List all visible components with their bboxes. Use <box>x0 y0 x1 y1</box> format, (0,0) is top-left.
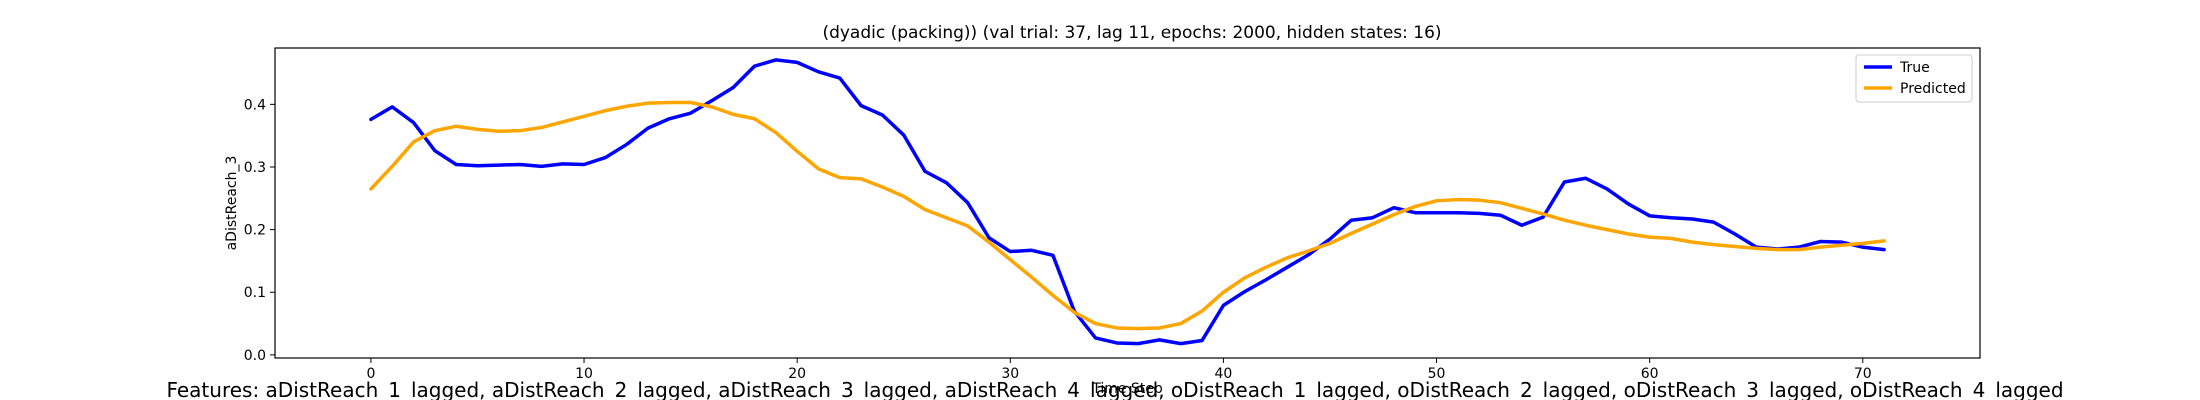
x-tick-label: 60 <box>1641 366 1659 382</box>
x-tick-label: 70 <box>1854 366 1872 382</box>
chart-title: (dyadic (packing)) (val trial: 37, lag 1… <box>822 23 1441 43</box>
x-tick-label: 40 <box>1214 366 1232 382</box>
y-axis-label: aDistReach_3 <box>224 156 240 251</box>
y-tick-label: 0.3 <box>244 160 266 176</box>
x-tick-label: 50 <box>1428 366 1446 382</box>
plot-frame <box>274 47 1981 359</box>
y-axis-ticks: 0.0 0.1 0.2 0.3 0.4 <box>244 97 275 364</box>
x-tick-label: 0 <box>366 366 375 382</box>
x-axis-ticks: 0 10 20 30 40 50 60 70 <box>366 358 1872 382</box>
legend-label-predicted: Predicted <box>1900 81 1966 97</box>
series-line-true <box>369 58 1886 346</box>
x-axis-label: Time Step <box>1091 381 1163 397</box>
legend: True Predicted <box>1855 54 1973 103</box>
y-tick-label: 0.2 <box>244 223 266 239</box>
x-tick-label: 10 <box>575 366 593 382</box>
series-line-predicted <box>369 100 1886 331</box>
y-tick-label: 0.4 <box>244 97 266 113</box>
x-tick-label: 30 <box>1001 366 1019 382</box>
x-tick-label: 20 <box>788 366 806 382</box>
series-layer <box>369 58 1886 346</box>
y-tick-label: 0.0 <box>244 348 266 364</box>
y-tick-label: 0.1 <box>244 285 266 301</box>
legend-label-true: True <box>1899 60 1930 76</box>
feature-caption: Features: aDistReach_1_lagged, aDistReac… <box>166 378 2063 400</box>
